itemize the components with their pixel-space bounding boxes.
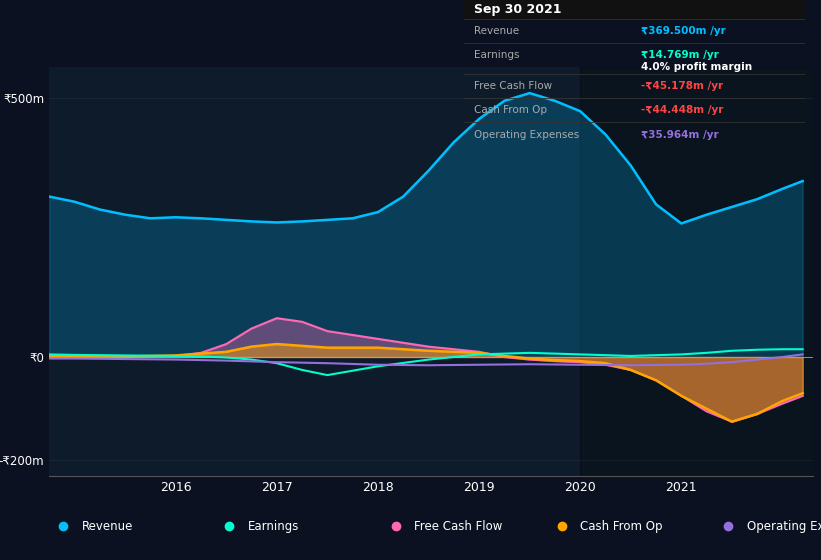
Text: Cash From Op: Cash From Op xyxy=(474,105,547,115)
Text: Earnings: Earnings xyxy=(474,50,520,60)
Text: Cash From Op: Cash From Op xyxy=(580,520,663,533)
Text: -₹45.178m /yr: -₹45.178m /yr xyxy=(641,81,723,91)
Text: ₹35.964m /yr: ₹35.964m /yr xyxy=(641,130,718,140)
Text: Revenue: Revenue xyxy=(474,26,519,36)
Text: ₹14.769m /yr: ₹14.769m /yr xyxy=(641,50,719,60)
Bar xyxy=(580,67,813,476)
Text: 4.0% profit margin: 4.0% profit margin xyxy=(641,62,752,72)
Text: ₹369.500m /yr: ₹369.500m /yr xyxy=(641,26,726,36)
Text: Revenue: Revenue xyxy=(82,520,133,533)
Bar xyxy=(464,0,805,19)
Text: Sep 30 2021: Sep 30 2021 xyxy=(474,3,562,16)
Text: Free Cash Flow: Free Cash Flow xyxy=(414,520,502,533)
Text: Free Cash Flow: Free Cash Flow xyxy=(474,81,553,91)
Text: Earnings: Earnings xyxy=(248,520,300,533)
Text: -₹44.448m /yr: -₹44.448m /yr xyxy=(641,105,723,115)
Text: Operating Expenses: Operating Expenses xyxy=(747,520,821,533)
Text: Operating Expenses: Operating Expenses xyxy=(474,130,580,140)
